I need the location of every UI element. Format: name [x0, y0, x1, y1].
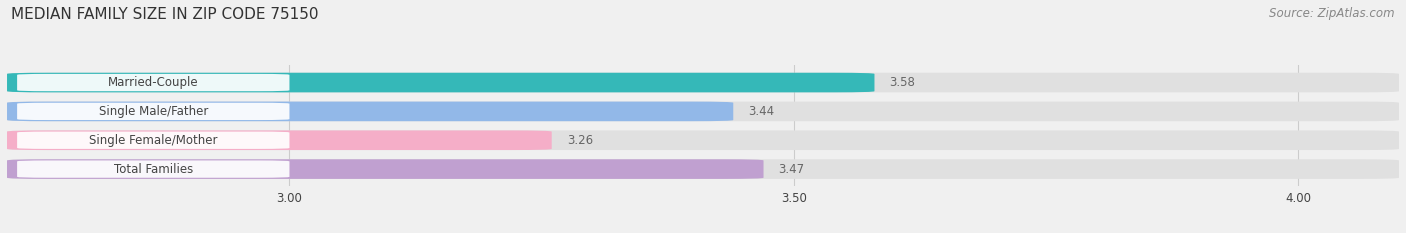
FancyBboxPatch shape: [7, 73, 875, 92]
FancyBboxPatch shape: [17, 74, 290, 91]
FancyBboxPatch shape: [7, 130, 551, 150]
FancyBboxPatch shape: [7, 159, 1399, 179]
Text: 3.47: 3.47: [779, 163, 804, 176]
Text: Source: ZipAtlas.com: Source: ZipAtlas.com: [1270, 7, 1395, 20]
FancyBboxPatch shape: [17, 132, 290, 149]
Text: MEDIAN FAMILY SIZE IN ZIP CODE 75150: MEDIAN FAMILY SIZE IN ZIP CODE 75150: [11, 7, 319, 22]
Text: Single Female/Mother: Single Female/Mother: [89, 134, 218, 147]
FancyBboxPatch shape: [7, 159, 763, 179]
Text: 3.44: 3.44: [748, 105, 775, 118]
FancyBboxPatch shape: [7, 73, 1399, 92]
Text: 3.58: 3.58: [890, 76, 915, 89]
FancyBboxPatch shape: [7, 130, 1399, 150]
Text: Married-Couple: Married-Couple: [108, 76, 198, 89]
Text: Total Families: Total Families: [114, 163, 193, 176]
FancyBboxPatch shape: [17, 161, 290, 178]
FancyBboxPatch shape: [7, 102, 734, 121]
FancyBboxPatch shape: [7, 102, 1399, 121]
FancyBboxPatch shape: [17, 103, 290, 120]
Text: 3.26: 3.26: [567, 134, 593, 147]
Text: Single Male/Father: Single Male/Father: [98, 105, 208, 118]
